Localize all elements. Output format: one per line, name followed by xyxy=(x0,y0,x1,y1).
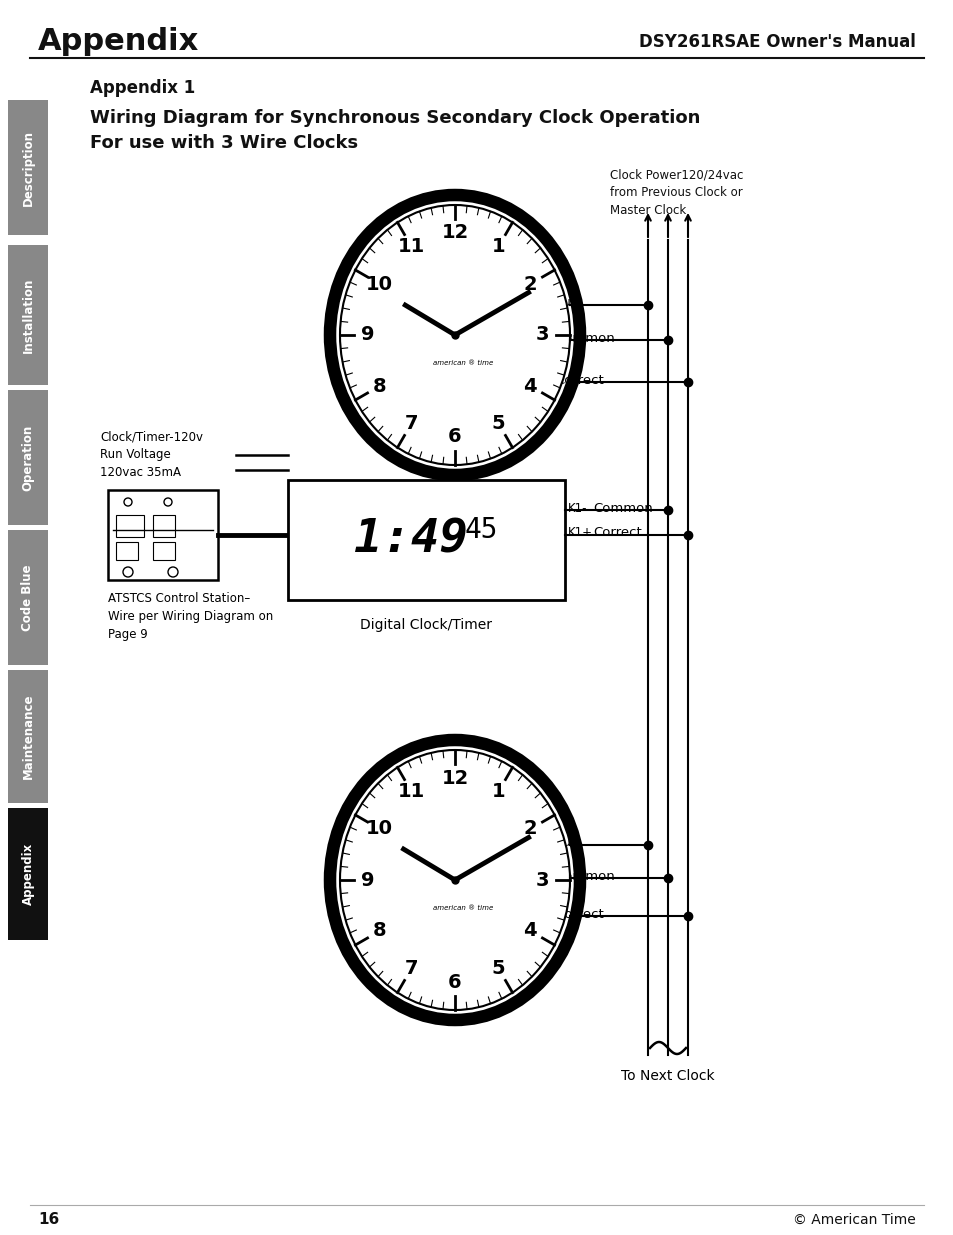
Text: Description: Description xyxy=(22,130,34,205)
Bar xyxy=(152,542,174,559)
Text: 8: 8 xyxy=(373,921,386,941)
Bar xyxy=(8,808,48,940)
Text: 3: 3 xyxy=(535,326,548,345)
Text: Digital Clock/Timer: Digital Clock/Timer xyxy=(360,618,492,632)
Text: Appendix: Appendix xyxy=(38,27,199,57)
Text: Correct: Correct xyxy=(555,373,603,387)
Text: Maintenance: Maintenance xyxy=(22,694,34,779)
Text: K1+: K1+ xyxy=(567,526,593,540)
Text: 1:49: 1:49 xyxy=(355,517,468,562)
Text: Common: Common xyxy=(555,331,614,345)
Text: 10: 10 xyxy=(366,820,393,839)
Bar xyxy=(108,490,218,580)
Text: Run: Run xyxy=(555,836,579,850)
Text: 8: 8 xyxy=(373,377,386,395)
Text: 2: 2 xyxy=(523,820,537,839)
Text: Common: Common xyxy=(593,501,652,515)
Text: ATSTCS Control Station–
Wire per Wiring Diagram on
Page 9: ATSTCS Control Station– Wire per Wiring … xyxy=(108,592,273,641)
Text: 11: 11 xyxy=(397,782,425,802)
Text: DSY261RSAE Owner's Manual: DSY261RSAE Owner's Manual xyxy=(639,33,915,51)
Bar xyxy=(288,480,564,600)
Text: 2: 2 xyxy=(523,274,537,294)
Text: Operation: Operation xyxy=(22,425,34,490)
Text: 45: 45 xyxy=(464,516,497,543)
Bar xyxy=(8,245,48,385)
Bar xyxy=(116,542,138,559)
Text: 12: 12 xyxy=(441,224,468,242)
Text: american ® time: american ® time xyxy=(433,359,493,366)
Text: Correct: Correct xyxy=(555,908,603,920)
Ellipse shape xyxy=(339,750,569,1010)
Text: 9: 9 xyxy=(361,326,375,345)
Text: Appendix 1: Appendix 1 xyxy=(90,79,195,98)
Text: Code Blue: Code Blue xyxy=(22,564,34,631)
Text: © American Time: © American Time xyxy=(792,1213,915,1228)
Text: Clock Power120/24vac
from Previous Clock or
Master Clock: Clock Power120/24vac from Previous Clock… xyxy=(609,168,742,217)
Text: 11: 11 xyxy=(397,237,425,256)
Text: Installation: Installation xyxy=(22,278,34,353)
Text: Appendix: Appendix xyxy=(22,842,34,905)
Text: Common: Common xyxy=(555,869,614,883)
Text: K1-: K1- xyxy=(567,501,587,515)
Text: 16: 16 xyxy=(38,1213,59,1228)
Text: To Next Clock: To Next Clock xyxy=(620,1070,714,1083)
Text: 7: 7 xyxy=(404,414,417,432)
Text: 4: 4 xyxy=(523,377,537,395)
Text: american ® time: american ® time xyxy=(433,905,493,911)
Text: 1: 1 xyxy=(491,782,505,802)
Text: 9: 9 xyxy=(361,871,375,889)
Bar xyxy=(8,530,48,664)
Text: 1: 1 xyxy=(491,237,505,256)
Text: 10: 10 xyxy=(366,274,393,294)
Text: Wiring Diagram for Synchronous Secondary Clock Operation: Wiring Diagram for Synchronous Secondary… xyxy=(90,109,700,127)
Text: Correct: Correct xyxy=(593,526,641,540)
Text: 5: 5 xyxy=(491,958,505,978)
Text: 6: 6 xyxy=(448,427,461,447)
Bar xyxy=(8,390,48,525)
Text: 7: 7 xyxy=(404,958,417,978)
Ellipse shape xyxy=(330,195,579,475)
Bar xyxy=(152,515,174,537)
Text: 5: 5 xyxy=(491,414,505,432)
Text: 4: 4 xyxy=(523,921,537,941)
Bar xyxy=(116,515,144,537)
Ellipse shape xyxy=(339,205,569,466)
Bar xyxy=(8,100,48,235)
Ellipse shape xyxy=(330,740,579,1020)
Text: 6: 6 xyxy=(448,972,461,992)
Text: 3: 3 xyxy=(535,871,548,889)
Text: Clock/Timer-120v
Run Voltage
120vac 35mA: Clock/Timer-120v Run Voltage 120vac 35mA xyxy=(100,430,203,479)
Text: 12: 12 xyxy=(441,768,468,788)
Text: Run: Run xyxy=(555,296,579,310)
Bar xyxy=(8,671,48,803)
Text: For use with 3 Wire Clocks: For use with 3 Wire Clocks xyxy=(90,135,357,152)
